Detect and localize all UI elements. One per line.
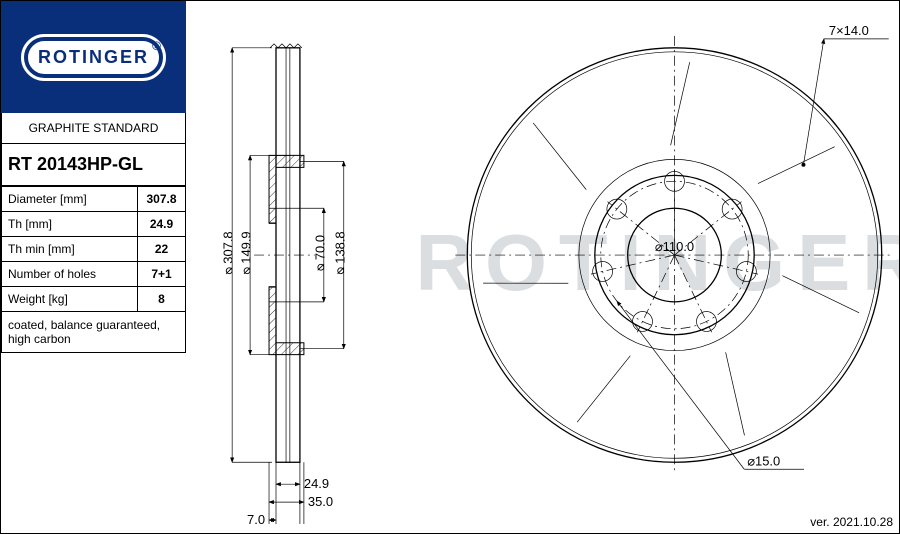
watermark-text: ROTINGER <box>415 218 899 307</box>
part-number: RT 20143HP-GL <box>1 144 186 186</box>
spec-label: Diameter [mm] <box>2 187 138 212</box>
page-root: ROTINGER® GRAPHITE STANDARD RT 20143HP-G… <box>0 0 900 534</box>
technical-drawing: ROTINGER 7.0 24.9 35.0 ⌀110.0 7×14.0 ⌀15.0 ⌀… <box>186 1 899 533</box>
svg-text:35.0: 35.0 <box>308 494 333 509</box>
brand-logo: ROTINGER® <box>1 1 186 113</box>
spec-value: 8 <box>138 287 186 312</box>
brand-name-text: ROTINGER <box>38 47 149 67</box>
svg-text:24.9: 24.9 <box>304 476 329 491</box>
svg-text:7.0: 7.0 <box>247 512 265 527</box>
table-row: Number of holes7+1 <box>2 262 186 287</box>
table-row: Th [mm]24.9 <box>2 212 186 237</box>
spec-label: Th min [mm] <box>2 237 138 262</box>
svg-text:⌀149.9: ⌀149.9 <box>239 231 254 278</box>
svg-text:⌀15.0: ⌀15.0 <box>747 453 780 468</box>
spec-value: 22 <box>138 237 186 262</box>
spec-value: 7+1 <box>138 262 186 287</box>
standard-label: GRAPHITE STANDARD <box>1 113 186 144</box>
svg-text:⌀307.8: ⌀307.8 <box>221 231 236 278</box>
spec-panel: ROTINGER® GRAPHITE STANDARD RT 20143HP-G… <box>1 1 186 353</box>
spec-label: Th [mm] <box>2 212 138 237</box>
table-row: Diameter [mm]307.8 <box>2 187 186 212</box>
brand-wordmark: ROTINGER® <box>24 37 163 78</box>
registered-mark: ® <box>152 39 163 53</box>
dimensions: ⌀307.8⌀149.9 ⌀70.0 ⌀138.8 <box>221 48 348 462</box>
spec-label: Number of holes <box>2 262 138 287</box>
spec-label: Weight [kg] <box>2 287 138 312</box>
svg-text:7×14.0: 7×14.0 <box>829 23 869 38</box>
spec-value: 24.9 <box>138 212 186 237</box>
version-label: ver. 2021.10.28 <box>810 515 893 529</box>
spec-table: Diameter [mm]307.8Th [mm]24.9Th min [mm]… <box>1 186 186 312</box>
table-row: Th min [mm]22 <box>2 237 186 262</box>
svg-text:⌀70.0: ⌀70.0 <box>312 235 327 275</box>
section-view: 7.0 24.9 35.0 <box>247 44 333 527</box>
drawing-svg: ROTINGER 7.0 24.9 35.0 ⌀110.0 7×14.0 ⌀15.0 ⌀… <box>186 1 899 533</box>
spec-value: 307.8 <box>138 187 186 212</box>
svg-text:⌀138.8: ⌀138.8 <box>332 231 347 278</box>
svg-text:⌀110.0: ⌀110.0 <box>655 239 694 254</box>
table-row: Weight [kg]8 <box>2 287 186 312</box>
notes: coated, balance guaranteed, high carbon <box>1 312 186 353</box>
